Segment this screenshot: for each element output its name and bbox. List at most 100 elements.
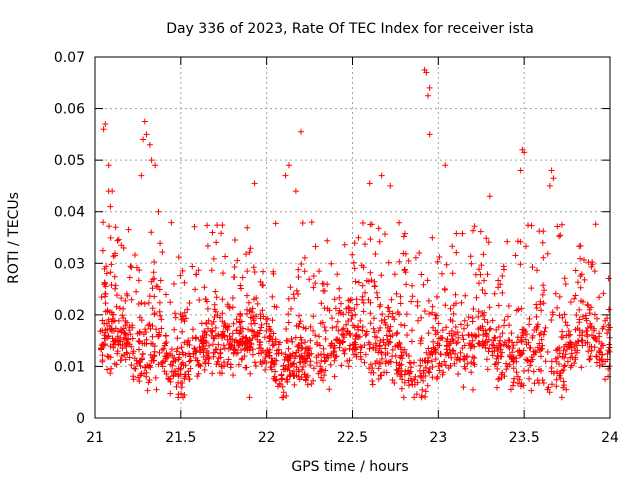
y-tick-label: 0.02 — [54, 308, 85, 324]
data-point — [513, 369, 520, 376]
data-point — [409, 381, 416, 388]
data-point — [142, 364, 148, 371]
data-point — [599, 325, 606, 332]
data-point — [445, 365, 452, 371]
data-point — [317, 363, 324, 370]
data-point — [561, 354, 568, 361]
data-point — [464, 322, 471, 329]
data-point — [518, 305, 525, 312]
data-point — [485, 239, 492, 246]
data-point — [219, 222, 226, 229]
data-point — [387, 333, 394, 340]
data-point — [192, 286, 199, 293]
data-point — [132, 365, 139, 372]
data-point — [588, 347, 595, 354]
data-point — [331, 296, 338, 303]
data-point — [396, 311, 403, 318]
data-point — [266, 332, 273, 339]
data-point — [477, 271, 484, 278]
data-point — [574, 325, 581, 332]
data-point — [567, 299, 574, 306]
data-point — [130, 348, 137, 355]
data-point — [545, 384, 552, 391]
data-point — [369, 378, 376, 384]
data-point — [257, 311, 264, 318]
data-point — [591, 268, 598, 275]
data-point — [554, 354, 561, 361]
data-point — [177, 272, 184, 279]
data-point — [531, 380, 538, 387]
data-point — [211, 349, 218, 356]
data-point — [432, 349, 439, 356]
data-point — [495, 376, 502, 383]
data-point — [369, 381, 376, 388]
data-point — [340, 325, 347, 332]
data-point — [596, 294, 603, 301]
data-point — [126, 341, 133, 348]
data-point — [136, 346, 142, 353]
data-point — [163, 291, 169, 298]
data-point — [378, 172, 385, 179]
data-point — [391, 271, 398, 278]
data-point — [218, 363, 225, 370]
data-point — [375, 225, 382, 232]
data-point — [127, 331, 134, 338]
data-point — [114, 348, 121, 355]
data-point — [111, 360, 118, 367]
data-point — [345, 304, 352, 311]
data-point — [329, 315, 335, 322]
data-point — [461, 363, 468, 370]
data-point — [541, 287, 548, 294]
data-point — [385, 259, 392, 266]
data-point — [334, 271, 341, 278]
data-point — [300, 324, 307, 331]
data-point — [295, 266, 302, 273]
data-point — [385, 313, 392, 320]
data-point — [378, 350, 385, 356]
data-point — [393, 330, 400, 337]
data-point — [345, 363, 352, 370]
data-point — [248, 341, 255, 348]
data-point — [312, 280, 319, 287]
data-point — [424, 382, 431, 389]
data-point — [448, 354, 455, 361]
data-point — [425, 345, 432, 352]
data-point — [250, 332, 257, 339]
data-point — [133, 288, 140, 295]
data-point — [359, 293, 366, 300]
data-point — [177, 365, 184, 372]
data-point — [523, 331, 530, 338]
data-point — [224, 361, 231, 367]
data-point — [111, 338, 118, 345]
data-point — [548, 365, 555, 371]
data-point — [136, 359, 143, 366]
data-point — [425, 330, 432, 337]
data-point — [335, 327, 342, 334]
data-point — [492, 360, 499, 367]
data-point — [534, 344, 541, 351]
data-point — [529, 264, 536, 271]
data-point — [489, 352, 496, 359]
data-point — [442, 302, 449, 309]
data-point — [466, 340, 473, 347]
data-point — [181, 318, 188, 325]
data-point — [164, 354, 171, 361]
data-point — [115, 317, 122, 324]
data-point — [211, 335, 218, 342]
data-point — [281, 366, 288, 373]
data-point — [256, 330, 263, 337]
data-point — [227, 341, 233, 348]
data-point — [110, 341, 117, 348]
data-point — [392, 352, 399, 359]
data-point — [363, 330, 370, 337]
data-point — [147, 325, 154, 332]
data-point — [506, 322, 513, 329]
data-point — [499, 273, 506, 279]
data-point — [530, 348, 537, 355]
data-point — [358, 262, 365, 269]
data-point — [540, 228, 547, 235]
data-point — [143, 131, 150, 138]
data-point — [117, 357, 124, 364]
data-point — [483, 356, 490, 363]
data-point — [319, 319, 326, 326]
